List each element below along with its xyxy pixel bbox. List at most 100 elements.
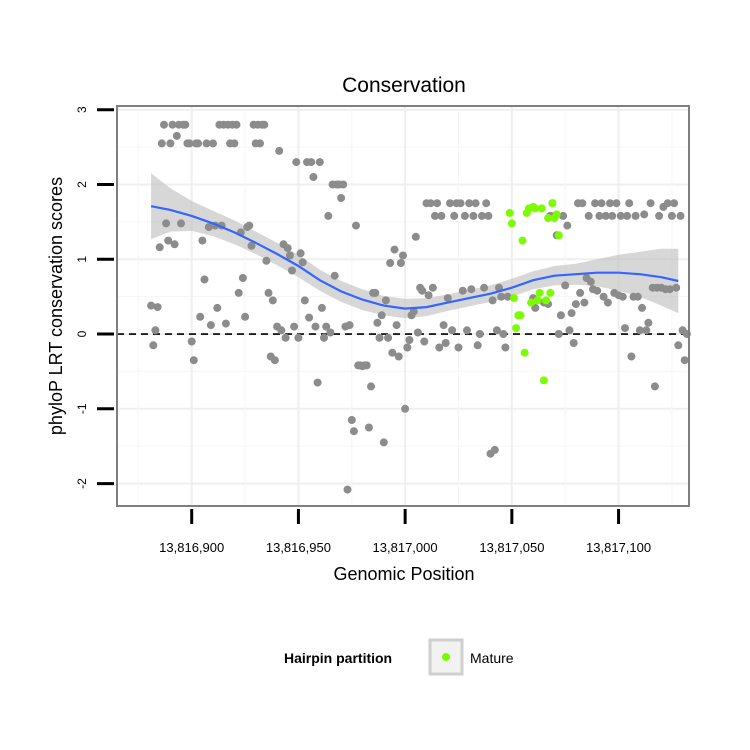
other-point <box>149 341 158 350</box>
other-point <box>326 328 335 337</box>
x-tick-label: 13,817,000 <box>373 540 438 555</box>
mature-point <box>554 231 563 240</box>
other-point <box>497 292 506 301</box>
other-point <box>431 211 439 220</box>
other-point <box>471 199 480 208</box>
other-point <box>296 249 305 258</box>
other-point <box>640 210 649 219</box>
other-point <box>405 336 414 344</box>
mature-point <box>531 204 540 213</box>
other-point <box>399 251 407 260</box>
other-point <box>388 348 397 357</box>
other-point <box>245 221 254 230</box>
other-point <box>221 319 230 328</box>
other-point <box>465 199 474 208</box>
other-point <box>396 259 405 267</box>
mature-point <box>535 288 544 297</box>
y-tick-label: 1 <box>75 256 89 263</box>
other-point <box>448 326 457 335</box>
other-point <box>586 277 595 286</box>
other-point <box>667 211 676 220</box>
other-point <box>460 211 469 220</box>
other-point <box>170 240 179 249</box>
other-point <box>478 211 486 220</box>
other-point <box>458 286 467 295</box>
other-point <box>322 322 331 331</box>
mature-point <box>548 199 557 208</box>
other-point <box>426 199 435 208</box>
mature-point <box>546 288 555 297</box>
other-point <box>213 303 222 312</box>
other-point <box>482 199 491 208</box>
other-point <box>151 326 160 335</box>
other-point <box>309 173 318 181</box>
other-point <box>612 199 621 208</box>
mature-point <box>537 204 546 213</box>
other-point <box>484 211 493 220</box>
mature-point <box>544 214 553 223</box>
other-point <box>601 211 610 220</box>
other-point <box>454 343 463 352</box>
other-point <box>413 328 422 337</box>
other-point <box>315 158 324 167</box>
other-point <box>638 303 646 312</box>
other-point <box>181 120 190 129</box>
other-point <box>204 223 213 232</box>
other-point <box>593 286 602 295</box>
y-tick-label: 3 <box>75 106 89 113</box>
smooth-trend-line <box>150 205 679 310</box>
other-point <box>373 318 382 327</box>
other-point <box>501 343 510 352</box>
other-point <box>621 324 629 333</box>
other-point <box>435 343 444 352</box>
other-point <box>646 199 655 208</box>
other-point <box>206 321 215 330</box>
other-point <box>473 341 482 350</box>
other-point <box>200 275 209 284</box>
other-point <box>631 211 640 220</box>
other-point <box>456 199 465 208</box>
other-point <box>194 139 203 148</box>
other-point <box>580 298 589 307</box>
other-point <box>428 283 437 292</box>
other-point <box>187 337 196 346</box>
chart-title: Conservation <box>342 74 466 97</box>
other-point <box>347 416 356 424</box>
x-tick-label: 13,816,900 <box>159 540 224 555</box>
other-point <box>285 251 294 260</box>
y-axis-title: phyloP LRT conservation scores <box>46 177 66 435</box>
other-point <box>330 271 339 280</box>
other-point <box>441 339 450 347</box>
other-point <box>300 296 309 305</box>
other-point <box>418 286 427 295</box>
other-point <box>394 352 403 361</box>
other-point <box>147 301 156 310</box>
other-point <box>603 298 612 307</box>
other-point <box>377 311 386 320</box>
other-point <box>433 199 442 208</box>
other-point <box>439 321 448 330</box>
other-point <box>584 211 593 220</box>
other-point <box>467 285 476 294</box>
other-point <box>367 382 375 391</box>
other-point <box>625 199 634 208</box>
other-point <box>623 211 632 220</box>
other-point <box>209 139 217 148</box>
other-point <box>571 300 580 309</box>
other-point <box>599 292 608 301</box>
other-point <box>618 292 627 301</box>
other-point <box>680 356 689 365</box>
y-tick-label: -1 <box>75 403 89 414</box>
mature-point <box>512 324 521 333</box>
other-point <box>238 274 247 282</box>
other-point <box>166 139 175 148</box>
other-point <box>401 404 410 413</box>
mature-point <box>527 298 536 307</box>
other-point <box>450 211 459 220</box>
other-point <box>234 288 243 297</box>
mature-point <box>520 348 529 357</box>
other-point <box>597 199 606 208</box>
mature-point <box>552 210 561 219</box>
other-point <box>288 266 296 275</box>
other-point <box>198 236 207 245</box>
